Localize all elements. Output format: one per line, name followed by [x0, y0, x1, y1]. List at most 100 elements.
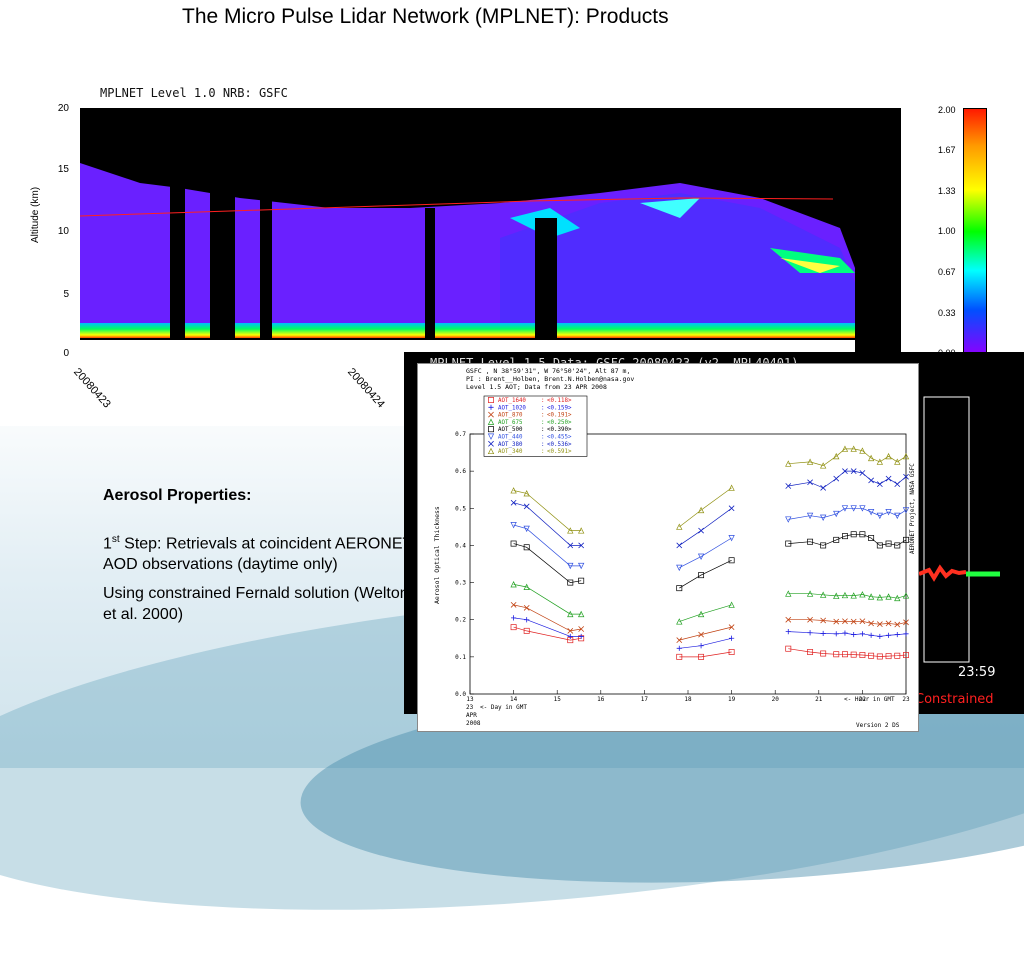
- aot-legend-name: AOT_340: [498, 449, 523, 455]
- aot-data-point: [698, 631, 704, 638]
- aot-data-point: [698, 572, 705, 579]
- aot-data-point: [785, 590, 792, 597]
- aot-data-point: [851, 631, 857, 638]
- aot-data-point: [523, 604, 530, 611]
- aot-data-point: [820, 484, 827, 491]
- aot-xtick-label: 18: [684, 696, 692, 703]
- aot-legend-sep: :: [541, 442, 545, 448]
- aot-data-point: [728, 649, 735, 655]
- aot-data-point: [567, 610, 574, 618]
- aot-xtick-label: 15: [554, 696, 562, 703]
- aot-data-point: [728, 601, 735, 608]
- aot-data-point: [567, 579, 574, 586]
- aot-data-point: [876, 653, 883, 660]
- aot-series-line: [679, 604, 732, 622]
- aot-data-point: [524, 617, 530, 623]
- aot-data-point: [859, 631, 865, 637]
- aot-data-point: [885, 593, 892, 600]
- slide-title: The Micro Pulse Lidar Network (MPLNET): …: [182, 5, 669, 28]
- aot-xtick-label: 21: [815, 696, 823, 703]
- aot-data-point: [894, 481, 901, 488]
- bullet-list: Aerosol Properties: 1st Step: Retrievals…: [103, 487, 413, 633]
- aot-data-point: [894, 458, 901, 465]
- aot-data-point: [578, 562, 585, 570]
- aot-xtick-label: 19: [728, 696, 736, 703]
- aot-legend-marker: [487, 447, 495, 455]
- aot-data-point: [510, 624, 517, 631]
- aot-right-label: AERONET Project, NASA GSFC: [910, 463, 916, 554]
- aot-data-point: [902, 592, 910, 599]
- colorbar-tick: 1.00: [938, 226, 956, 236]
- aot-ytick-label: 0.7: [455, 431, 466, 438]
- aot-data-point: [885, 509, 892, 516]
- aot-data-point: [859, 591, 866, 598]
- aot-legend-sep: :: [541, 427, 545, 433]
- aot-ytick-label: 0.2: [455, 617, 466, 624]
- aot-legend-sep: :: [541, 405, 545, 411]
- aot-data-point: [859, 618, 866, 625]
- nrb-ylabel: Altitude (km): [30, 186, 41, 243]
- aot-xtick-label: 16: [597, 696, 605, 703]
- aot-series-line: [788, 533, 907, 546]
- aot-data-point: [567, 562, 574, 570]
- aot-data-point: [807, 630, 813, 636]
- aot-data-point: [510, 581, 517, 588]
- aot-data-point: [885, 540, 892, 547]
- aot-data-point: [833, 651, 840, 658]
- aot-data-point: [510, 499, 517, 506]
- aot-data-point: [510, 601, 517, 608]
- aot-data-point: [820, 650, 827, 657]
- aot-version-label: Version 2 DS: [856, 722, 900, 729]
- aot-data-point: [697, 506, 705, 514]
- aot-data-point: [819, 514, 827, 521]
- aot-data-point: [697, 553, 705, 560]
- aot-data-point: [867, 509, 875, 516]
- aot-data-point: [697, 610, 705, 618]
- aot-data-point: [676, 585, 683, 592]
- aot-series-line: [679, 537, 732, 569]
- aot-series-line: [513, 604, 582, 632]
- aot-day-line: 23: [466, 704, 474, 711]
- aot-legend-name: AOT_675: [498, 420, 523, 426]
- aot-data-point: [841, 505, 849, 512]
- aot-data-point: [523, 544, 530, 551]
- aot-data-point: [850, 468, 857, 475]
- aot-data-point: [842, 651, 848, 658]
- aot-data-point: [868, 620, 875, 627]
- aot-data-point: [833, 536, 840, 543]
- aot-data-point: [894, 512, 901, 520]
- aot-xtick-label: 20: [772, 696, 780, 703]
- nrb-ytick: 0: [63, 348, 69, 359]
- colorbar-gradient: [963, 108, 987, 355]
- aot-legend-sep: :: [541, 449, 545, 455]
- aot-legend-name: AOT_380: [498, 442, 523, 448]
- aot-header-line: GSFC , N 38°59'31", W 76°50'24", Alt 87 …: [466, 367, 630, 375]
- aot-data-point: [894, 594, 901, 602]
- aot-data-point: [676, 564, 683, 572]
- aot-series-line: [788, 648, 907, 657]
- aot-legend-name: AOT_500: [498, 427, 523, 433]
- aot-data-point: [868, 652, 875, 659]
- aot-figure: GSFC , N 38°59'31", W 76°50'24", Alt 87 …: [417, 363, 919, 732]
- aot-data-point: [728, 505, 735, 512]
- aot-xlabel: <- Hour in GMT: [844, 696, 895, 703]
- aot-data-point: [833, 510, 840, 518]
- level15-constrained-label: Constrained: [915, 692, 994, 707]
- aot-data-point: [876, 542, 883, 549]
- aot-data-point: [676, 653, 683, 660]
- aot-data-point: [785, 616, 792, 623]
- nrb-xdate: 20080424: [345, 366, 387, 411]
- aot-legend-marker: [488, 397, 494, 403]
- aot-legend-mean: <0.118>: [547, 398, 572, 404]
- aot-series-line: [788, 507, 907, 520]
- aot-data-point: [578, 577, 585, 584]
- bullet-step: 1st Step: Retrievals at coincident AERON…: [103, 529, 413, 575]
- aot-data-point: [676, 542, 683, 549]
- aot-ytick-label: 0.4: [455, 542, 466, 549]
- aot-data-point: [902, 452, 910, 460]
- aot-series-line: [788, 619, 907, 625]
- aot-data-point: [842, 618, 848, 625]
- aot-data-point: [894, 621, 901, 628]
- aot-data-point: [841, 445, 849, 452]
- colorbar-tick: 0.33: [938, 308, 956, 318]
